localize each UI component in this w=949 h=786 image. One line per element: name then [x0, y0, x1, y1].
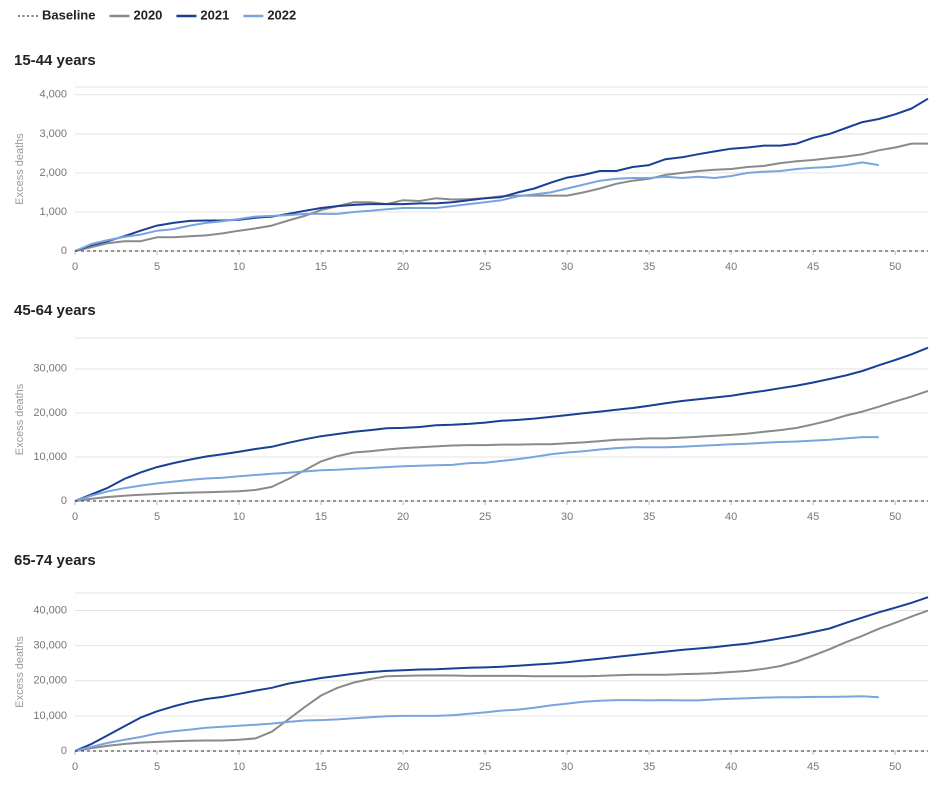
series-line — [74, 695, 879, 752]
y-tick-label: 30,000 — [33, 640, 67, 652]
x-tick-label: 35 — [643, 511, 655, 523]
x-tick-label: 50 — [889, 761, 901, 773]
x-tick-label: 40 — [725, 761, 737, 773]
series-line — [74, 97, 929, 252]
y-tick-label: 20,000 — [33, 407, 67, 419]
x-tick-label: 45 — [807, 261, 819, 273]
series-line — [74, 609, 929, 752]
x-tick-label: 45 — [807, 761, 819, 773]
x-tick-label: 0 — [72, 511, 78, 523]
x-tick-label: 30 — [561, 761, 573, 773]
legend-label: 2021 — [200, 7, 229, 22]
y-axis-label: Excess deaths — [14, 383, 26, 455]
series-line — [74, 346, 929, 502]
y-tick-label: 0 — [61, 745, 67, 757]
legend-label: Baseline — [42, 7, 95, 22]
series-line — [74, 436, 879, 502]
x-tick-label: 50 — [889, 261, 901, 273]
x-tick-label: 25 — [479, 511, 491, 523]
y-tick-label: 20,000 — [33, 675, 67, 687]
x-tick-label: 35 — [643, 761, 655, 773]
series-line — [74, 389, 929, 502]
x-tick-label: 10 — [233, 511, 245, 523]
x-tick-label: 0 — [72, 261, 78, 273]
y-tick-label: 10,000 — [33, 451, 67, 463]
x-tick-label: 35 — [643, 261, 655, 273]
y-tick-label: 1,000 — [39, 206, 67, 218]
x-tick-label: 15 — [315, 511, 327, 523]
x-tick-label: 20 — [397, 261, 409, 273]
x-tick-label: 5 — [154, 261, 160, 273]
x-tick-label: 45 — [807, 511, 819, 523]
x-tick-label: 20 — [397, 511, 409, 523]
x-tick-label: 40 — [725, 511, 737, 523]
series-line — [74, 596, 929, 752]
x-tick-label: 5 — [154, 761, 160, 773]
y-axis-label: Excess deaths — [14, 133, 26, 205]
y-tick-label: 40,000 — [33, 604, 67, 616]
y-tick-label: 10,000 — [33, 710, 67, 722]
y-tick-label: 30,000 — [33, 363, 67, 375]
chart-title: 15-44 years — [14, 52, 96, 69]
y-tick-label: 3,000 — [39, 128, 67, 140]
legend-label: 2020 — [133, 7, 162, 22]
x-tick-label: 10 — [233, 761, 245, 773]
x-tick-label: 30 — [561, 261, 573, 273]
y-tick-label: 0 — [61, 245, 67, 257]
x-tick-label: 10 — [233, 261, 245, 273]
legend-label: 2022 — [267, 7, 296, 22]
y-tick-label: 4,000 — [39, 89, 67, 101]
y-axis-label: Excess deaths — [14, 636, 26, 708]
x-tick-label: 50 — [889, 511, 901, 523]
chart-title: 65-74 years — [14, 552, 96, 569]
x-tick-label: 15 — [315, 261, 327, 273]
x-tick-label: 15 — [315, 761, 327, 773]
x-tick-label: 30 — [561, 511, 573, 523]
series-line — [74, 161, 879, 252]
x-tick-label: 0 — [72, 761, 78, 773]
x-tick-label: 25 — [479, 261, 491, 273]
x-tick-label: 5 — [154, 511, 160, 523]
y-tick-label: 0 — [61, 495, 67, 507]
y-tick-label: 2,000 — [39, 167, 67, 179]
x-tick-label: 25 — [479, 761, 491, 773]
chart-title: 45-64 years — [14, 302, 96, 319]
x-tick-label: 40 — [725, 261, 737, 273]
x-tick-label: 20 — [397, 761, 409, 773]
